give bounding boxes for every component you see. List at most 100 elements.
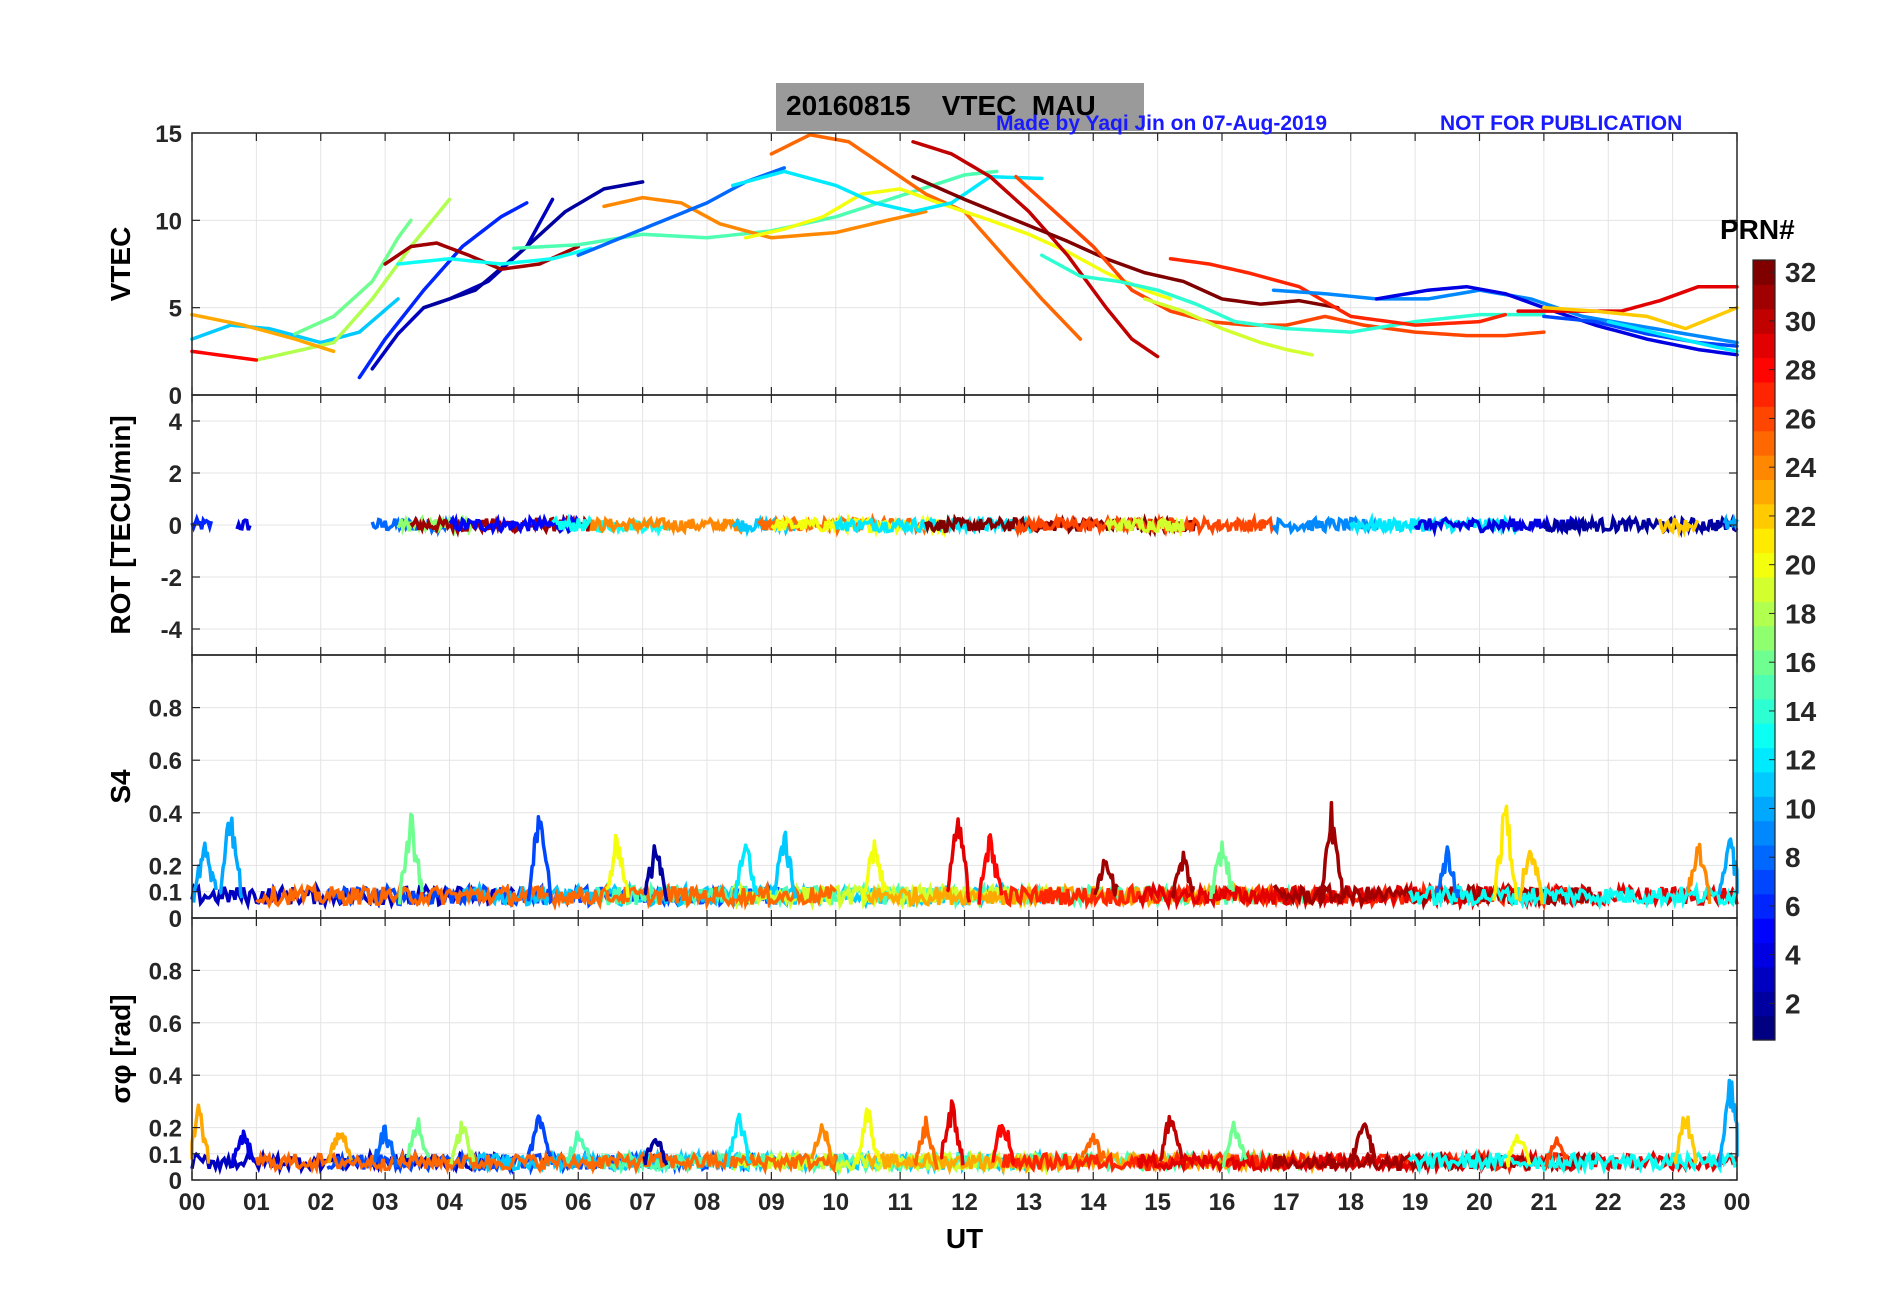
made-by-credit: Made by Yaqi Jin on 07-Aug-2019 — [996, 112, 1328, 135]
vtec-series-prn-12 — [1606, 319, 1739, 354]
sigma_phi-peak-prn-30 — [1158, 1114, 1184, 1162]
vtec-series-prn-29 — [1516, 284, 1739, 313]
y-tick-label: 0 — [169, 383, 182, 410]
rot-trace-prn-6 — [190, 513, 214, 534]
colorbar-swatch — [1753, 552, 1775, 578]
vtec-series-prn-18 — [254, 197, 452, 362]
x-tick-label: 14 — [1080, 1189, 1107, 1216]
sigma_phi-baseline-prn-13 — [1407, 1147, 1738, 1176]
x-tick-label: 03 — [372, 1189, 399, 1216]
x-tick-label: 07 — [629, 1189, 656, 1216]
colorbar-swatch — [1753, 942, 1775, 968]
vtec-series-prn-2 — [422, 180, 645, 310]
s4-peak-prn-20 — [604, 833, 630, 898]
sigma_phi-peak-prn-28 — [991, 1123, 1017, 1166]
vtec-series-prn-26 — [1014, 174, 1546, 338]
y-tick-label: 0.2 — [149, 853, 182, 880]
colorbar-tick-label: 2 — [1785, 988, 1801, 1019]
sigma_phi-peak-prn-25 — [1080, 1132, 1107, 1162]
colorbar-swatch — [1753, 381, 1775, 407]
frame-layer — [191, 132, 1738, 1181]
vtec-series-prn-13 — [396, 246, 593, 266]
vtec-series-prn-16 — [293, 218, 413, 336]
s4-peak-prn-24 — [1686, 842, 1712, 905]
colorbar-tick-label: 16 — [1785, 647, 1816, 678]
s4-peak-prn-31 — [1318, 800, 1345, 905]
x-tick-label: 13 — [1016, 1189, 1043, 1216]
vtec-series-prn-14 — [1040, 253, 1546, 334]
vtec-y-label: VTEC — [105, 227, 136, 302]
colorbar-swatch — [1753, 430, 1775, 456]
colorbar-swatch — [1753, 1015, 1775, 1041]
x-tick-label: 21 — [1531, 1189, 1558, 1216]
colorbar-tick-label: 14 — [1785, 696, 1817, 727]
sigma_phi-peak-prn-15 — [565, 1130, 592, 1164]
y-tick-label: -2 — [161, 565, 182, 592]
s4-peak-prn-11 — [771, 830, 798, 899]
colorbar-swatch — [1753, 918, 1775, 944]
vtec-series-prn-22 — [1542, 305, 1739, 331]
colorbar-swatch — [1753, 771, 1775, 797]
colorbar-swatch — [1753, 406, 1775, 432]
sigma_phi-baseline-prn-25 — [254, 1148, 838, 1176]
x-tick-label: 00 — [179, 1189, 206, 1216]
colorbar-tick-label: 30 — [1785, 306, 1816, 337]
colorbar-swatch — [1753, 893, 1775, 919]
colorbar-swatch — [1753, 698, 1775, 724]
y-tick-label: 5 — [169, 296, 182, 323]
vtec-series-prn-28 — [190, 349, 259, 362]
x-tick-label: 18 — [1337, 1189, 1364, 1216]
x-tick-label: 15 — [1144, 1189, 1171, 1216]
colorbar-tick-label: 26 — [1785, 403, 1816, 434]
s4-peak-prn-2 — [643, 844, 669, 902]
colorbar-tick-label: 22 — [1785, 501, 1816, 532]
sigma_phi-peak-prn-18 — [449, 1120, 476, 1165]
colorbar-swatch — [1753, 723, 1775, 749]
vtec-series-prn-30 — [911, 139, 1160, 359]
s4-y-label: S4 — [105, 769, 136, 804]
s4-peak-prn-31 — [1093, 858, 1119, 897]
vtec-series-prn-12 — [731, 169, 1044, 214]
colorbar-tick-label: 32 — [1785, 257, 1816, 288]
colorbar-swatch — [1753, 576, 1775, 602]
y-tick-label: 0 — [169, 906, 182, 933]
vtec-series-prn-24 — [602, 195, 928, 240]
rot-trace-prn-2 — [1542, 512, 1739, 538]
colorbar-swatch — [1753, 260, 1775, 285]
s4-peak-prn-10 — [218, 816, 244, 899]
colorbar-swatch — [1753, 674, 1775, 700]
colorbar-tick-label: 20 — [1785, 550, 1816, 581]
rot-trace-prn-19 — [1104, 514, 1186, 538]
colorbar-tick-label: 24 — [1785, 452, 1817, 483]
rot-trace-prn-26 — [1014, 512, 1276, 539]
y-tick-label: 0.1 — [149, 1142, 182, 1169]
sigma_phi-peak-prn-25 — [912, 1115, 939, 1170]
vtec-series-prn-31 — [383, 241, 580, 271]
sigma_phi-peak-prn-20 — [1505, 1133, 1532, 1168]
colorbar-swatch — [1753, 333, 1775, 359]
x-tick-label: 12 — [951, 1189, 978, 1216]
chart-title: 20160815 VTEC MAU — [786, 90, 1096, 121]
x-tick-label: 01 — [243, 1189, 270, 1216]
colorbar-label: PRN# — [1720, 214, 1795, 245]
y-tick-label: 0 — [169, 513, 182, 540]
sigma_phi-peak-prn-7 — [526, 1114, 553, 1158]
s4-peak-prn-29 — [945, 817, 972, 903]
s4-peak-prn-7 — [526, 815, 553, 902]
colorbar-swatch — [1753, 601, 1775, 627]
colorbar-swatch — [1753, 284, 1775, 310]
s4-peak-prn-20 — [861, 839, 888, 900]
colorbar-swatch — [1753, 308, 1775, 334]
s4-peak-prn-22 — [1517, 849, 1545, 905]
vtec-series-prn-27 — [1168, 257, 1507, 327]
colorbar-swatch — [1753, 625, 1775, 651]
y-tick-label: 0.2 — [149, 1116, 182, 1143]
s4-peak-prn-21 — [1492, 804, 1519, 901]
x-tick-label: 20 — [1466, 1189, 1493, 1216]
s4-peak-prn-16 — [1208, 840, 1235, 900]
vtec-series-prn-3 — [370, 197, 555, 371]
rot-trace-prn-5 — [448, 513, 580, 536]
y-tick-label: 0.4 — [149, 1063, 183, 1090]
y-tick-label: -4 — [161, 617, 183, 644]
